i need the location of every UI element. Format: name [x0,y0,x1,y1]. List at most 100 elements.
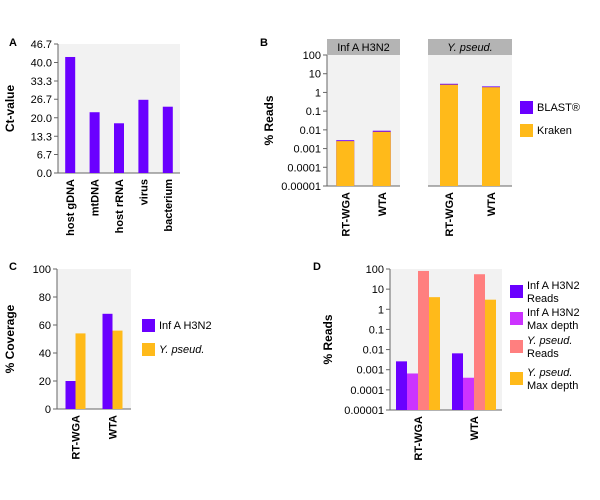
x-tick-label: RT-WGA [444,192,456,237]
legend-label: Max depth [527,320,578,332]
bar [407,373,418,410]
legend: Inf A H3N2 Y. pseud. [142,319,212,356]
panel-label-a: A [9,37,17,49]
x-tick-label: RT-WGA [340,192,352,237]
bar [463,377,474,410]
legend: BLAST® Kraken [520,101,580,137]
y-tick-label: 40 [39,348,51,360]
facet: Inf A H3N2 100 10 1 0.1 0.01 0.001 0.0001 0.0000… [281,39,400,237]
x-tick-label: WTA [377,192,389,216]
x-tick-label: host rRNA [114,179,126,233]
y-tick-label: 60 [39,320,51,332]
x-tick-label: virus [138,179,150,205]
y-tick-label: 0.00001 [344,405,384,417]
legend-swatch [520,124,533,137]
x-tick-label: WTA [469,416,481,440]
bar [418,270,429,410]
y-tick-label: 100 [33,264,51,276]
y-axis-label: Ct-value [3,85,17,133]
legend-label: BLAST® [537,102,580,114]
facet-label: Y. pseud. [447,42,492,54]
legend-label: Y. pseud. [159,344,204,356]
facet-strip [428,39,512,55]
x-tick-label: mtDNA [90,179,102,216]
y-tick-label: 0.01 [300,125,321,137]
y-tick-label: 0.0001 [350,385,384,397]
legend-label: Inf A H3N2 [527,280,580,292]
y-tick-label: 20 [39,376,51,388]
legend-label: Max depth [527,380,578,392]
y-tick-label: 10 [372,284,384,296]
panel-b: B % Reads Inf A H3N2 100 10 1 0.1 0.01 0.001 0.00… [260,37,580,237]
bar [65,56,76,174]
legend-swatch [142,319,155,332]
bar [452,353,463,410]
x-tick-label: RT-WGA [71,415,83,460]
y-tick-label: 46.7 [31,39,52,51]
panel-d: D 100 10 1 0.1 0.01 0.001 0.0001 0.00001 % Reads R… [313,261,580,461]
y-axis-label: % Coverage [3,304,17,373]
bar [485,299,496,410]
legend-label: Inf A H3N2 [527,307,580,319]
legend-swatch [142,343,155,356]
legend-swatch [520,101,533,114]
y-tick-label: 0.001 [293,144,321,156]
bar [162,106,173,173]
legend-label: Inf A H3N2 [159,320,212,332]
bar [429,297,440,410]
x-tick-label: bacterium [163,179,175,232]
y-tick-label: 0.001 [356,365,384,377]
y-tick-label: 6.7 [37,149,52,161]
bar [89,112,100,173]
panel-c: C 100 80 60 40 20 0 % Coverage RT-WGA WTA Inf A H3… [3,261,212,460]
facet-strip [327,39,400,55]
y-tick-label: 80 [39,292,51,304]
legend-label: Y. pseud. [527,335,572,347]
bar [65,381,76,409]
legend-swatch [510,285,523,298]
y-tick-label: 0.01 [363,345,384,357]
y-tick-label: 13.3 [31,131,52,143]
panel-label-b: B [260,37,268,49]
bar [138,99,149,173]
y-tick-label: 0.1 [369,324,384,336]
legend-label: Kraken [537,125,572,137]
bar [482,87,500,186]
facet: Y. pseud. RT-WGA WTA [428,39,512,237]
x-tick-label: RT-WGA [413,416,425,461]
bar [112,330,123,409]
y-tick-label: 0 [45,404,51,416]
bar [102,313,113,409]
bar [336,141,355,186]
legend-label: Y. pseud. [527,367,572,379]
y-tick-label: 0.0 [37,168,52,180]
x-tick-label: host gDNA [65,179,77,236]
y-tick-label: 20.0 [31,113,52,125]
facet-label: Inf A H3N2 [337,42,390,54]
bar [440,84,458,186]
y-tick-label: 0.0001 [287,162,321,174]
y-tick-label: 10 [309,69,321,81]
x-tick-label: WTA [486,192,498,216]
x-tick-label: WTA [108,415,120,439]
y-tick-label: 0.00001 [281,181,321,193]
y-tick-label: 1 [378,304,384,316]
legend-label: Reads [527,348,559,360]
y-tick-label: 1 [315,87,321,99]
bar [75,333,86,409]
bar [474,274,485,410]
y-tick-label: 26.7 [31,94,52,106]
bar [372,131,391,186]
panel-label-d: D [313,261,321,273]
y-axis-label: % Reads [321,314,335,364]
y-tick-label: 40.0 [31,58,52,70]
y-axis-label: % Reads [262,95,276,145]
legend-label: Reads [527,293,559,305]
panel-a: A 46.7 40.0 33.3 26.7 20.0 13.3 6.7 0.0 Ct-value h… [3,37,180,236]
legend-swatch [510,340,523,353]
legend-swatch [510,372,523,385]
y-tick-label: 100 [366,264,384,276]
bar [396,361,407,410]
